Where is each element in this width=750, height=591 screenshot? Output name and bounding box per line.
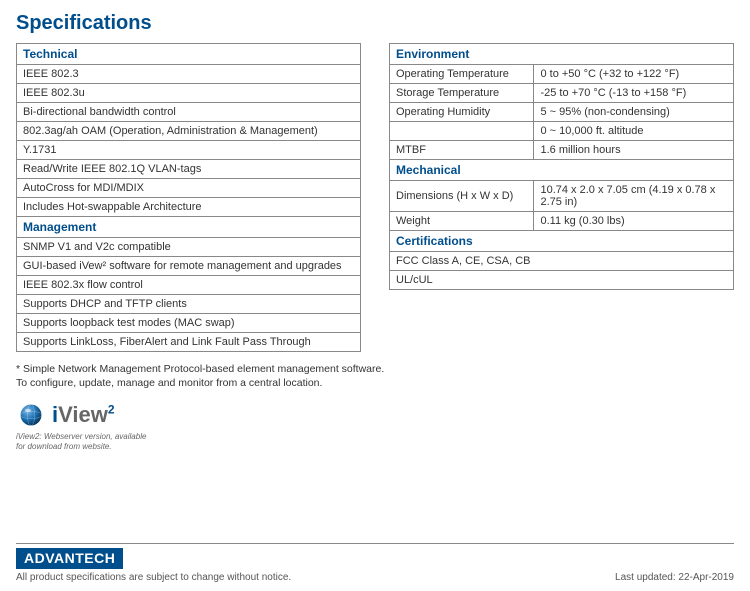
advantech-logo: ADVANTECH xyxy=(16,548,123,569)
spec-value: 0.11 kg (0.30 lbs) xyxy=(534,212,734,231)
right-table: Environment Operating Temperature 0 to +… xyxy=(389,43,734,290)
iview-logo-text: iView2 xyxy=(52,402,115,428)
spec-label: Weight xyxy=(390,212,534,231)
iview-sup: 2 xyxy=(108,403,115,417)
section-header: Certifications xyxy=(390,231,734,252)
iview-caption-line: for download from website. xyxy=(16,442,156,452)
spec-cell: Supports loopback test modes (MAC swap) xyxy=(17,314,361,333)
iview-caption-line: iView2: Webserver version, available xyxy=(16,432,156,442)
spec-value: 5 ~ 95% (non-condensing) xyxy=(534,103,734,122)
spec-value: 0 ~ 10,000 ft. altitude xyxy=(534,122,734,141)
spec-cell: FCC Class A, CE, CSA, CB xyxy=(390,252,734,271)
spec-cell: SNMP V1 and V2c compatible xyxy=(17,238,361,257)
spec-cell: Y.1731 xyxy=(17,141,361,160)
spec-cell: Bi-directional bandwidth control xyxy=(17,103,361,122)
spec-cell: GUI-based iVew² software for remote mana… xyxy=(17,257,361,276)
footer-left: ADVANTECH All product specifications are… xyxy=(16,548,291,583)
footnote-line: To configure, update, manage and monitor… xyxy=(16,376,734,390)
page-title: Specifications xyxy=(16,12,734,35)
section-header: Mechanical xyxy=(390,160,734,181)
spec-cell: UL/cUL xyxy=(390,271,734,290)
spec-cell: AutoCross for MDI/MDIX xyxy=(17,179,361,198)
section-header: Management xyxy=(17,217,361,238)
spec-label: Dimensions (H x W x D) xyxy=(390,181,534,212)
spec-label: Operating Temperature xyxy=(390,65,534,84)
spec-cell: Read/Write IEEE 802.1Q VLAN-tags xyxy=(17,160,361,179)
left-table: Technical IEEE 802.3 IEEE 802.3u Bi-dire… xyxy=(16,43,361,352)
spec-value: 10.74 x 2.0 x 7.05 cm (4.19 x 0.78 x 2.7… xyxy=(534,181,734,212)
spec-page: Specifications Technical IEEE 802.3 IEEE… xyxy=(0,0,750,452)
iview-rest: View xyxy=(58,402,108,427)
spec-label: MTBF xyxy=(390,141,534,160)
spec-value: -25 to +70 °C (-13 to +158 °F) xyxy=(534,84,734,103)
spec-value: 0 to +50 °C (+32 to +122 °F) xyxy=(534,65,734,84)
columns: Technical IEEE 802.3 IEEE 802.3u Bi-dire… xyxy=(16,43,734,352)
footnote: * Simple Network Management Protocol-bas… xyxy=(16,362,734,390)
iview-block: iView2 iView2: Webserver version, availa… xyxy=(16,400,734,451)
globe-icon xyxy=(16,400,46,430)
footnote-line: * Simple Network Management Protocol-bas… xyxy=(16,362,734,376)
section-header: Technical xyxy=(17,44,361,65)
section-header: Environment xyxy=(390,44,734,65)
page-footer: ADVANTECH All product specifications are… xyxy=(0,543,750,591)
right-column: Environment Operating Temperature 0 to +… xyxy=(389,43,734,352)
left-column: Technical IEEE 802.3 IEEE 802.3u Bi-dire… xyxy=(16,43,361,352)
spec-cell: IEEE 802.3 xyxy=(17,65,361,84)
spec-cell: Supports DHCP and TFTP clients xyxy=(17,295,361,314)
spec-label: Storage Temperature xyxy=(390,84,534,103)
spec-value: 1.6 million hours xyxy=(534,141,734,160)
spec-cell: 802.3ag/ah OAM (Operation, Administratio… xyxy=(17,122,361,141)
iview-caption: iView2: Webserver version, available for… xyxy=(16,432,156,451)
spec-cell: IEEE 802.3u xyxy=(17,84,361,103)
spec-label: Operating Humidity xyxy=(390,103,534,122)
spec-cell: Supports LinkLoss, FiberAlert and Link F… xyxy=(17,333,361,352)
footer-rule xyxy=(16,543,734,544)
spec-cell: Includes Hot-swappable Architecture xyxy=(17,198,361,217)
footer-disclaimer: All product specifications are subject t… xyxy=(16,572,291,583)
spec-label xyxy=(390,122,534,141)
spec-cell: IEEE 802.3x flow control xyxy=(17,276,361,295)
last-updated: Last updated: 22-Apr-2019 xyxy=(615,572,734,583)
